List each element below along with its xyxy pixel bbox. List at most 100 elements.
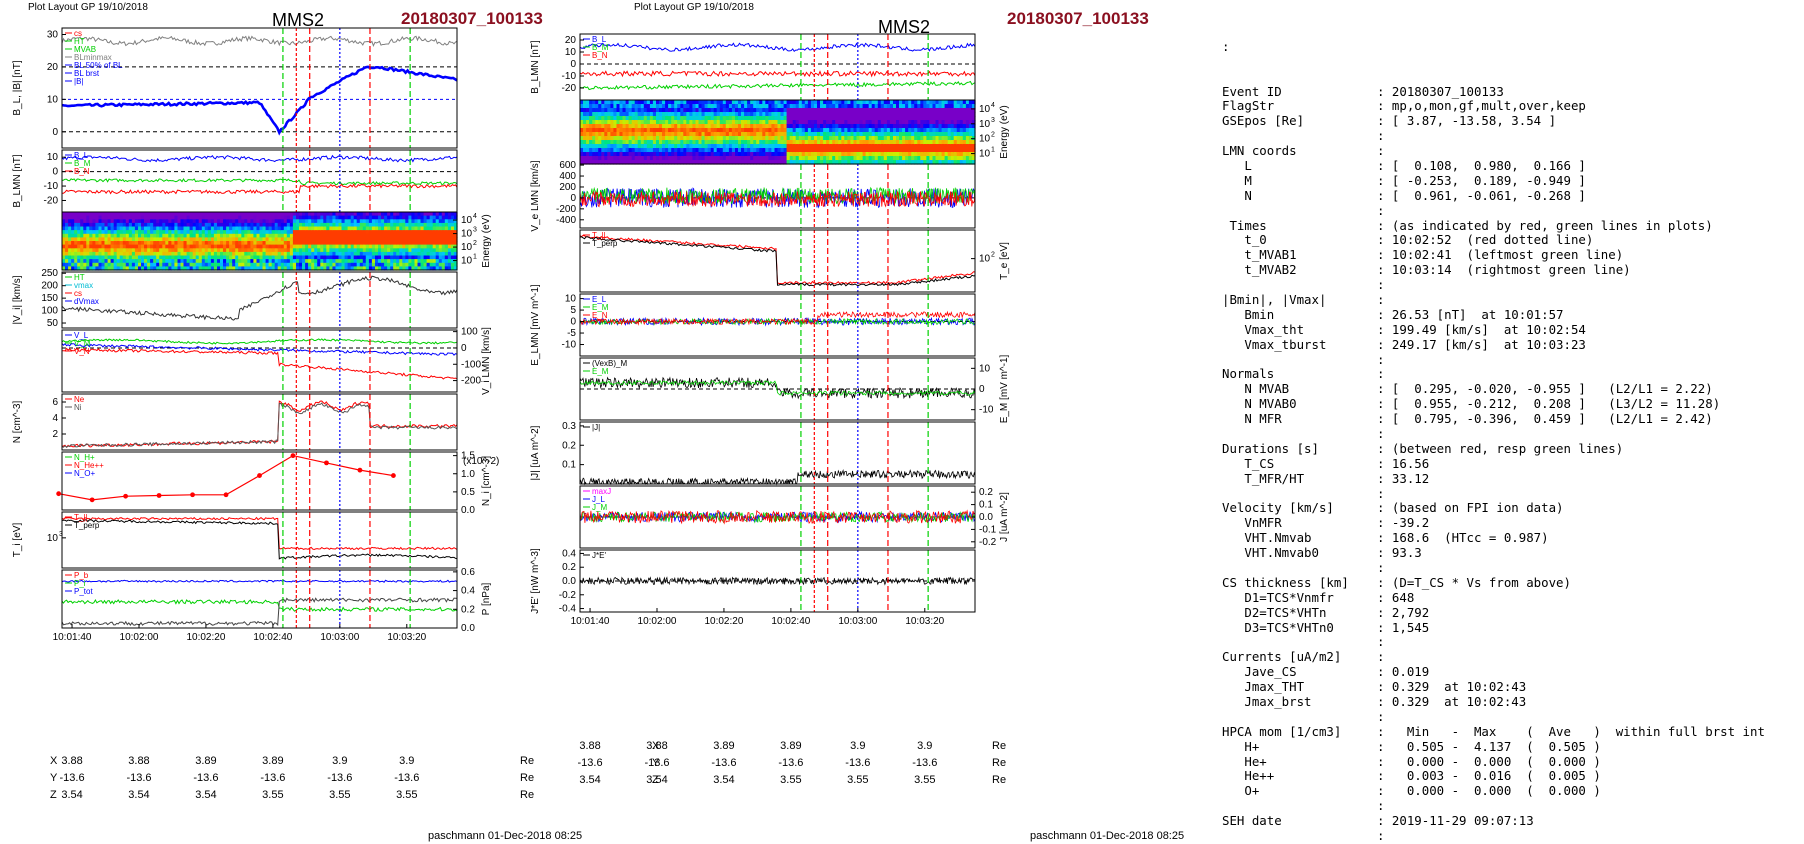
heatmap-cell — [150, 255, 154, 260]
heatmap-cell — [435, 241, 440, 246]
heatmap-cell — [329, 215, 333, 220]
heatmap-cell — [402, 237, 406, 242]
heatmap-cell — [622, 116, 627, 121]
heatmap-cell — [113, 237, 118, 242]
heatmap-cell — [423, 248, 428, 253]
heatmap-cell — [210, 266, 215, 271]
heatmap-cell — [671, 156, 675, 161]
legend-entry: BL brst — [74, 69, 100, 78]
heatmap-cell — [450, 262, 455, 267]
heatmap-cell — [314, 255, 318, 260]
heatmap-cell — [795, 120, 800, 125]
heatmap-cell — [747, 116, 751, 121]
info-key — [1222, 799, 1377, 814]
heatmap-cell — [804, 128, 809, 133]
heatmap-cell — [965, 156, 970, 161]
heatmap-cell — [914, 108, 918, 113]
heatmap-cell — [101, 215, 106, 220]
heatmap-cell — [947, 144, 952, 149]
heatmap-cell — [323, 259, 327, 264]
heatmap-cell — [631, 160, 636, 165]
heatmap-cell — [877, 120, 882, 125]
heatmap-cell — [616, 128, 621, 133]
heatmap-cell — [408, 248, 412, 253]
heatmap-cell — [844, 144, 848, 149]
heatmap-cell — [299, 237, 303, 242]
heatmap-cell — [317, 215, 321, 220]
heatmap-cell — [929, 144, 933, 149]
heatmap-cell — [207, 237, 212, 242]
heatmap-cell — [923, 112, 927, 117]
heatmap-cell — [350, 266, 355, 271]
coord-value: 3.89 — [780, 740, 802, 752]
y-axis-label: N [cm^-3] — [12, 401, 23, 444]
heatmap-cell — [741, 116, 745, 121]
heatmap-cell — [177, 222, 182, 228]
heatmap-cell — [893, 116, 897, 121]
heatmap-cell — [86, 244, 90, 249]
heatmap-cell — [317, 262, 321, 267]
heatmap-cell — [810, 140, 815, 145]
heatmap-cell — [701, 128, 706, 133]
heatmap-cell — [883, 120, 888, 125]
heatmap-cell — [868, 116, 873, 121]
heatmap-cell — [432, 219, 437, 224]
heatmap-cell — [98, 237, 103, 242]
heatmap-cell — [250, 251, 254, 257]
heatmap-cell — [262, 241, 267, 246]
heatmap-cell — [320, 226, 324, 231]
heatmap-cell — [107, 237, 112, 242]
heatmap-cell — [631, 156, 636, 161]
legend-entry: B_M — [74, 159, 91, 168]
heatmap-cell — [820, 100, 824, 105]
heatmap-cell — [292, 233, 297, 238]
heatmap-cell — [168, 230, 172, 235]
heatmap-cell — [256, 215, 261, 220]
heatmap-cell — [150, 212, 154, 217]
heatmap-cell — [814, 108, 818, 113]
heatmap-cell — [692, 100, 696, 105]
heatmap-cell — [810, 132, 815, 137]
y-tick-label: 0.0 — [461, 623, 475, 634]
coord-value: -13.6 — [577, 757, 603, 769]
heatmap-cell — [847, 136, 851, 141]
heatmap-cell — [744, 152, 748, 157]
y-tick-exponent: 2 — [473, 240, 477, 247]
heatmap-cell — [938, 120, 943, 125]
heatmap-cell — [656, 120, 660, 125]
heatmap-cell — [329, 266, 333, 271]
heatmap-cell — [716, 152, 721, 157]
heatmap-cell — [381, 262, 385, 267]
heatmap-cell — [686, 124, 690, 129]
legend-entry: maxJ — [592, 487, 611, 496]
heatmap-cell — [241, 226, 245, 231]
heatmap-cell — [692, 144, 696, 149]
heatmap-cell — [381, 259, 385, 264]
heatmap-cell — [177, 248, 182, 253]
heatmap-cell — [365, 251, 370, 257]
heatmap-cell — [296, 230, 300, 235]
heatmap-cell — [865, 152, 870, 157]
info-row: H+: 0.505 - 4.137 ( 0.505 ) — [1222, 739, 1765, 755]
heatmap-cell — [107, 230, 112, 235]
heatmap-cell — [186, 212, 191, 217]
heatmap-cell — [89, 248, 93, 253]
heatmap-cell — [631, 112, 636, 117]
heatmap-cell — [384, 266, 388, 271]
heatmap-cell — [74, 233, 78, 238]
heatmap-cell — [765, 156, 769, 161]
heatmap-cell — [944, 144, 949, 149]
info-row: |Bmin|, |Vmax|: — [1222, 292, 1765, 308]
heatmap-cell — [314, 219, 318, 224]
heatmap-cell — [95, 212, 99, 217]
info-value: : 33.12 — [1377, 470, 1430, 486]
heatmap-cell — [731, 116, 736, 121]
heatmap-cell — [756, 124, 760, 129]
heatmap-cell — [862, 136, 867, 141]
heatmap-cell — [622, 160, 627, 165]
heatmap-cell — [905, 104, 909, 109]
heatmap-cell — [189, 259, 194, 264]
heatmap-cell — [283, 259, 288, 264]
heatmap-cell — [274, 266, 279, 271]
heatmap-cell — [62, 266, 66, 271]
